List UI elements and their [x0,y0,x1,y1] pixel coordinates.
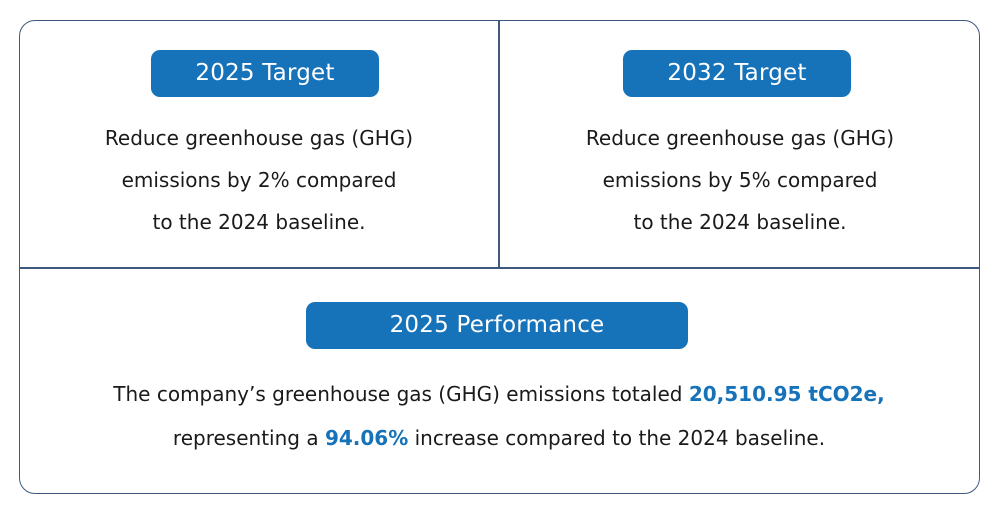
target-2032-description: Reduce greenhouse gas (GHG) emissions by… [500,117,979,243]
performance-2025-cell: 2025 Performance The company’s greenhous… [20,269,978,493]
target-2025-heading: 2025 Target [151,50,379,97]
vertical-divider [498,21,500,268]
target-2032-line: emissions by 5% compared [602,168,878,192]
performance-line-2-suffix: increase compared to the 2024 baseline. [408,426,826,450]
performance-2025-description: The company’s greenhouse gas (GHG) emiss… [20,372,978,460]
performance-line-1-text: The company’s greenhouse gas (GHG) emiss… [113,382,689,406]
target-2032-heading: 2032 Target [623,50,851,97]
targets-panel: 2025 Target Reduce greenhouse gas (GHG) … [19,20,980,494]
performance-2025-heading: 2025 Performance [306,302,688,349]
horizontal-divider [20,267,979,269]
target-2025-cell: 2025 Target Reduce greenhouse gas (GHG) … [20,21,498,267]
emissions-total-value: 20,510.95 tCO2e, [688,382,885,406]
increase-percent-value: 94.06% [324,426,409,450]
target-2025-line: emissions by 2% compared [121,168,397,192]
performance-line-1: The company’s greenhouse gas (GHG) emiss… [20,372,978,416]
target-2032-cell: 2032 Target Reduce greenhouse gas (GHG) … [500,21,979,267]
performance-line-2-prefix: representing a [172,426,325,450]
target-2025-description: Reduce greenhouse gas (GHG) emissions by… [20,117,498,243]
performance-line-2: representing a 94.06% increase compared … [20,416,978,460]
target-2025-line: Reduce greenhouse gas (GHG) [104,126,414,150]
target-2025-line: to the 2024 baseline. [152,210,366,234]
target-2032-line: Reduce greenhouse gas (GHG) [585,126,895,150]
target-2032-line: to the 2024 baseline. [633,210,847,234]
